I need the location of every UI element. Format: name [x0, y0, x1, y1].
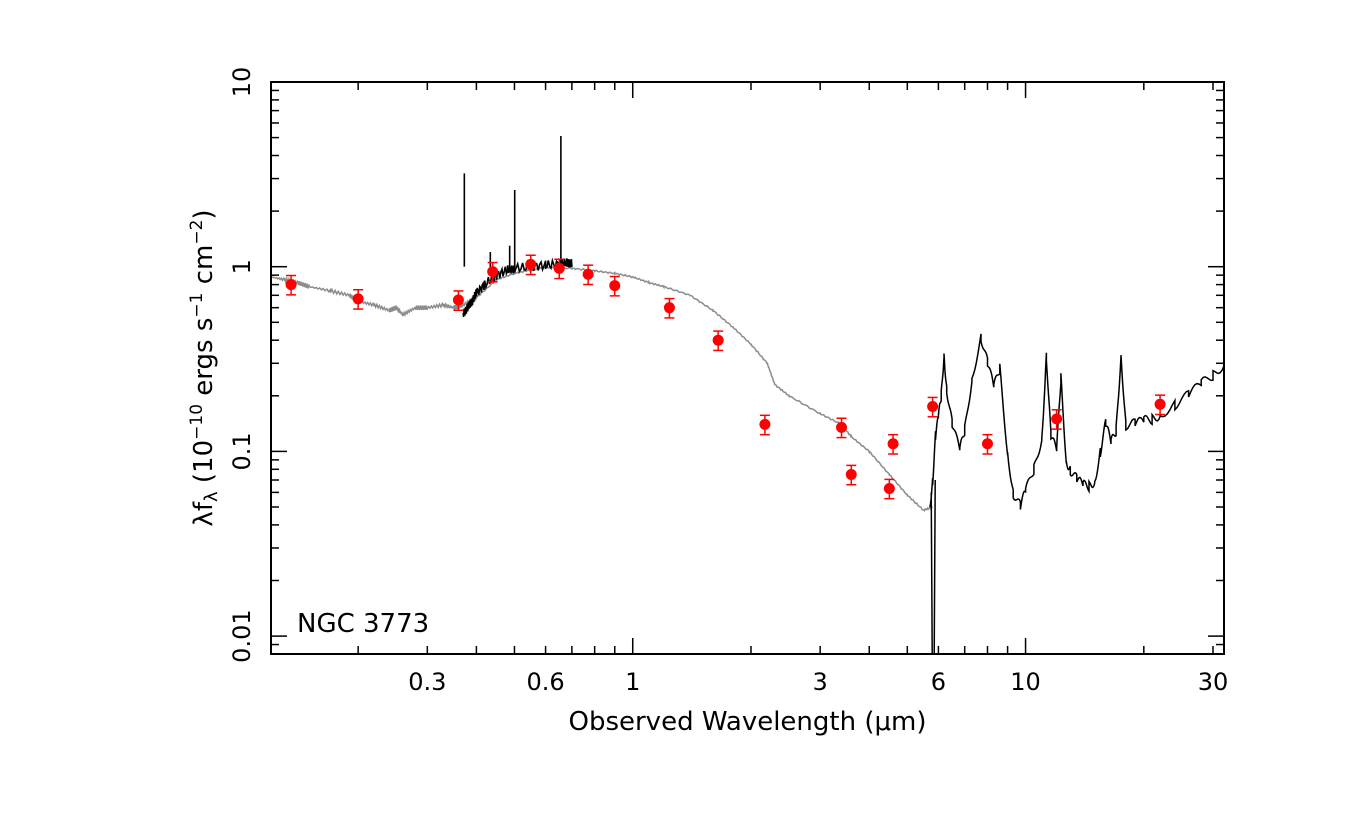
photometry-marker	[927, 401, 939, 413]
model-sed-curve	[270, 265, 933, 512]
photometry-point	[887, 433, 899, 455]
photometry-marker	[1051, 413, 1063, 425]
photometry-point	[712, 330, 724, 352]
y-axis-label-open: (10	[189, 440, 219, 492]
plot-frame	[270, 81, 1225, 655]
photometry-marker	[663, 302, 675, 314]
photometry-point	[609, 275, 621, 297]
photometry-point	[1051, 409, 1063, 430]
photometry-point	[981, 433, 993, 455]
y-axis-label-exp3: −2	[187, 220, 207, 245]
x-tick-label: 3	[813, 668, 828, 696]
photometry-marker	[981, 438, 993, 450]
photometry-point	[553, 258, 565, 280]
x-tick-label: 1	[625, 668, 640, 696]
photometry-marker	[582, 268, 594, 280]
x-tick-label: 0.6	[526, 668, 564, 696]
photometry-point	[845, 464, 857, 486]
photometry-marker	[487, 266, 499, 278]
photometry-marker	[452, 294, 464, 306]
photometry-marker	[759, 418, 771, 430]
y-tick-label: 1	[228, 259, 256, 274]
photometry-point	[452, 290, 464, 312]
y-axis-label-mid2: cm	[189, 245, 219, 293]
y-axis-label-exp2: −1	[187, 293, 207, 318]
photometry-point	[352, 288, 364, 310]
photometry-marker	[352, 293, 364, 305]
photometry-marker	[553, 262, 565, 274]
y-tick-label: 0.1	[228, 432, 256, 470]
axis-ticks: 0.3 0.6 1 3 6 10 30 0.01 0.1 1 10	[228, 67, 1228, 696]
photometry-point	[927, 396, 939, 418]
photometry-marker	[285, 279, 297, 291]
photometry-points	[285, 254, 1166, 500]
photometry-marker	[883, 482, 895, 494]
photometry-point	[663, 297, 675, 319]
ir-absorption-feature	[930, 480, 936, 655]
y-axis-label-exp1: −10	[187, 404, 207, 440]
object-name-label: NGC 3773	[297, 609, 429, 639]
photometry-marker	[1154, 398, 1166, 410]
x-tick-label: 10	[1010, 668, 1041, 696]
y-tick-label: 10	[228, 67, 256, 98]
y-axis-label: λfλ (10−10 ergs s−1 cm−2)	[187, 209, 222, 526]
x-tick-label: 0.3	[408, 668, 446, 696]
x-tick-label: 30	[1198, 668, 1229, 696]
photometry-point	[1154, 394, 1166, 416]
y-axis-label-mid: ergs s	[189, 318, 219, 404]
y-axis-label-lambda: λ	[189, 511, 219, 526]
y-axis-label-sub: λ	[201, 491, 222, 502]
photometry-marker	[609, 280, 621, 292]
photometry-marker	[887, 438, 899, 450]
y-axis-label-close: )	[189, 209, 219, 219]
photometry-point	[487, 261, 499, 283]
photometry-marker	[836, 421, 848, 433]
x-tick-label: 6	[931, 668, 946, 696]
photometry-point	[883, 478, 895, 500]
photometry-point	[525, 254, 537, 276]
y-axis-label-f: f	[189, 501, 219, 511]
x-axis-label: Observed Wavelength (μm)	[568, 707, 926, 737]
photometry-point	[285, 274, 297, 296]
photometry-marker	[525, 258, 537, 270]
photometry-marker	[845, 468, 857, 480]
model-sed-line	[270, 265, 933, 512]
observed-spectrum	[462, 136, 1225, 655]
photometry-marker	[712, 334, 724, 346]
photometry-point	[836, 417, 848, 439]
y-tick-label: 0.01	[228, 609, 256, 662]
photometry-point	[759, 414, 771, 436]
ir-spectrum-line	[928, 333, 1225, 510]
photometry-point	[582, 264, 594, 286]
